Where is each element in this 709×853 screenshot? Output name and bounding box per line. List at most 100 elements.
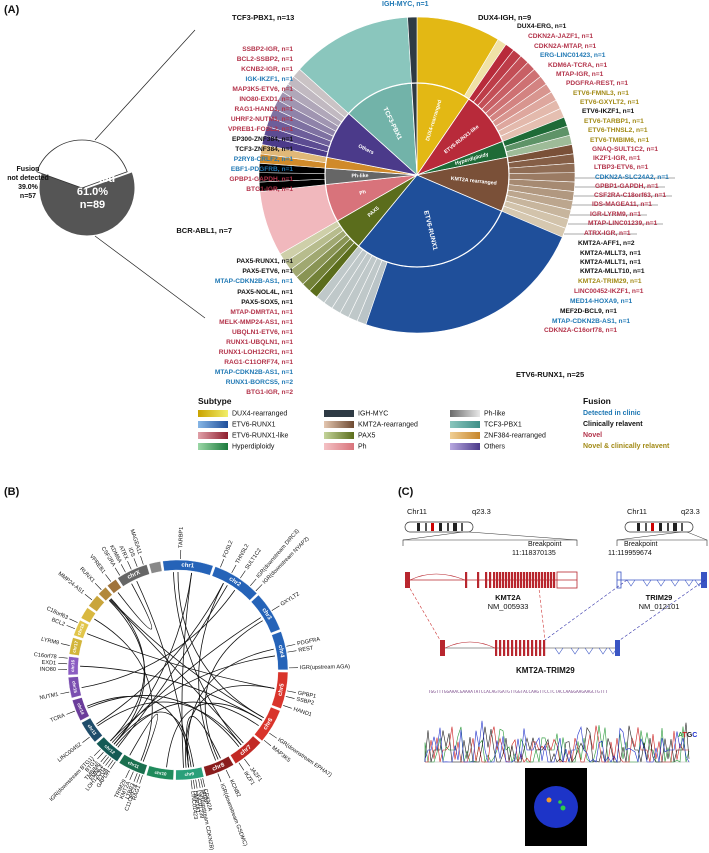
chromosome-band <box>148 561 163 574</box>
chromosome-band <box>68 637 83 656</box>
breakpoint-left: Breakpoint 11:118370135 <box>512 541 562 557</box>
fusion-label: PAX5-RUNX1, n=1 <box>236 258 294 265</box>
chromosome-band <box>117 564 150 587</box>
fusion-label: IKZF1-IGR, n=1 <box>593 155 641 162</box>
legend-swatch <box>450 432 480 439</box>
fusion-link <box>94 618 153 761</box>
trim29-gene-model <box>616 571 707 589</box>
legend-swatch <box>450 443 480 450</box>
fusion-link <box>166 702 263 768</box>
fusion-link <box>86 633 275 689</box>
connector-line-bottom <box>94 235 206 319</box>
legend-swatch <box>450 421 480 428</box>
fusion-link <box>187 648 274 768</box>
fusion-label: KDM6A-TCRA, n=1 <box>548 62 608 69</box>
subtype-legend-item: ETV6-RUNX1-like <box>198 432 288 439</box>
circos-gene-label: VPREB1 <box>88 554 106 575</box>
fusion-link <box>80 665 263 721</box>
chromosome-label: chr10 <box>154 770 167 777</box>
kmt2a-gene-model <box>405 571 578 589</box>
circos-gene-label: NUTM1 <box>39 692 59 702</box>
fusion-label: UHRF2-NUTM1, n=1 <box>230 116 293 123</box>
fusion-label: INO80-EXD1, n=1 <box>239 96 293 103</box>
fusion-label: KCNB2-IGR, n=1 <box>241 66 293 73</box>
chromosome-label: chr12 <box>103 743 116 755</box>
fusion-label: RAG1-C11ORF74, n=1 <box>224 359 293 366</box>
circos-gene-label: ATRX <box>117 545 129 561</box>
chromosome-band <box>98 586 113 602</box>
breakpoint-right: Breakpoint 11:119959674 <box>608 541 658 557</box>
fusion-label: ETV6-IKZF1, n=1 <box>582 108 635 115</box>
connector-line-top <box>94 29 196 141</box>
subtype-fusion-pie: DUX4-rearranged ETV6-RUNX1-likeHyperdiplo… <box>258 16 576 334</box>
circos-gene-label: IGR(upstream AGA) <box>300 664 350 671</box>
fusion-label: MTAP-DMRTA1, n=1 <box>230 309 293 316</box>
chromosome-band <box>162 559 214 576</box>
fusion-link <box>86 696 192 768</box>
legend-swatch <box>450 410 480 417</box>
chromosome-label: chr18 <box>76 622 85 635</box>
subtype-legend-item: TCF3-PBX1 <box>450 421 522 428</box>
chromosome-label: chr15 <box>71 681 78 694</box>
chromosome-band <box>96 736 123 762</box>
legend-swatch <box>324 410 354 417</box>
fusion-label: MTAP-CDKN2B-AS1, n=1 <box>214 369 293 376</box>
fusion-link <box>173 572 242 746</box>
chromosome-band <box>118 754 148 775</box>
fusion-legend-title: Fusion <box>583 396 611 406</box>
fusion-link <box>110 655 276 742</box>
fusion-label: IGH-MYC, n=1 <box>382 1 429 8</box>
kmt2a-gene-label: KMT2A NM_005933 <box>487 593 529 611</box>
subtype-legend-item: Hyperdiploidy <box>198 443 274 450</box>
chromosome-band <box>250 594 281 634</box>
fusion-legend-item: Novel & clinically relavent <box>583 443 670 450</box>
sequence-text: TGGTTTGGAAACGAAAATATCCACAGTGATGTTGGTACCA… <box>428 690 608 695</box>
fusion-label: P2RY8-CRLF2, n=1 <box>233 156 293 163</box>
chromosome-label: chr14 <box>76 702 85 715</box>
legend-swatch <box>324 443 354 450</box>
fusion-link <box>108 600 146 745</box>
fusion-label: ETV6-THNSL2, n=1 <box>588 127 648 134</box>
circos-gene-label: IDS <box>127 547 136 558</box>
fusion-legend-item: Clinically relavent <box>583 421 643 428</box>
fusion-label: RUNX1-UBQLN1, n=1 <box>226 339 293 346</box>
circos-gene-label: LINC00452 <box>57 742 83 764</box>
subtype-legend-item: PAX5 <box>324 432 375 439</box>
fusion-gene-model <box>440 640 620 656</box>
chromosome-band <box>211 566 258 601</box>
fusion-label: UBQLN1-ETV6, n=1 <box>231 329 293 336</box>
fusion-link <box>181 572 193 768</box>
circos-gene-label: GXYLT2 <box>280 591 301 607</box>
fusion-label: DUX4-IGH, n=9 <box>478 13 532 22</box>
fusion-label: MTAP-IGR, n=1 <box>556 71 604 78</box>
subtype-legend-item: IGH-MYC <box>324 410 388 417</box>
fusion-label: GPBP1-GAPDH, n=1 <box>229 176 293 183</box>
legend-swatch <box>198 421 228 428</box>
subtype-sector-label: KMT2A rearranged <box>450 176 497 187</box>
fusion-link <box>110 598 264 719</box>
legend-swatch <box>198 443 228 450</box>
circos-gene-label: LINC01423 <box>189 791 198 820</box>
subtype-sector-label: Ph <box>359 189 367 197</box>
circos-gene-label: LYRM9 <box>40 637 59 647</box>
fusion-label: MED14-HOXA9, n=1 <box>570 298 633 305</box>
fusion-label: CDKN2A-SLC24A2, n=1 <box>595 174 669 181</box>
subtype-legend-item: Ph-like <box>450 410 505 417</box>
circos-gene-label: LINC01239 <box>194 790 204 819</box>
chromosome-band <box>80 607 96 624</box>
fusion-label: MAP3K5-ETV6, n=1 <box>232 86 293 93</box>
band-right-label: q23.3 <box>681 507 700 516</box>
panel-a-graphics: DUX4-rearranged ETV6-RUNX1-likeHyperdiplo… <box>36 16 675 334</box>
circos-gene-label: GPBP1 <box>297 690 316 699</box>
chromosome-band <box>81 717 103 743</box>
legend-swatch <box>198 432 228 439</box>
fusion-label: GNAQ-SULT1C2, n=1 <box>592 146 659 153</box>
fusion-link <box>97 701 242 746</box>
chromosome-band <box>175 766 205 781</box>
fusion-label: GPBP1-GAPDH, n=1 <box>595 183 659 190</box>
chr11-ideogram-left <box>404 521 474 533</box>
sanger-chromatogram <box>424 720 690 764</box>
not-detected-label: Fusion not detected 39.0% n=57 <box>7 166 49 200</box>
fusion-label: KMT2A-MLLT10, n=1 <box>580 268 645 275</box>
not-detected-slice <box>36 139 128 189</box>
